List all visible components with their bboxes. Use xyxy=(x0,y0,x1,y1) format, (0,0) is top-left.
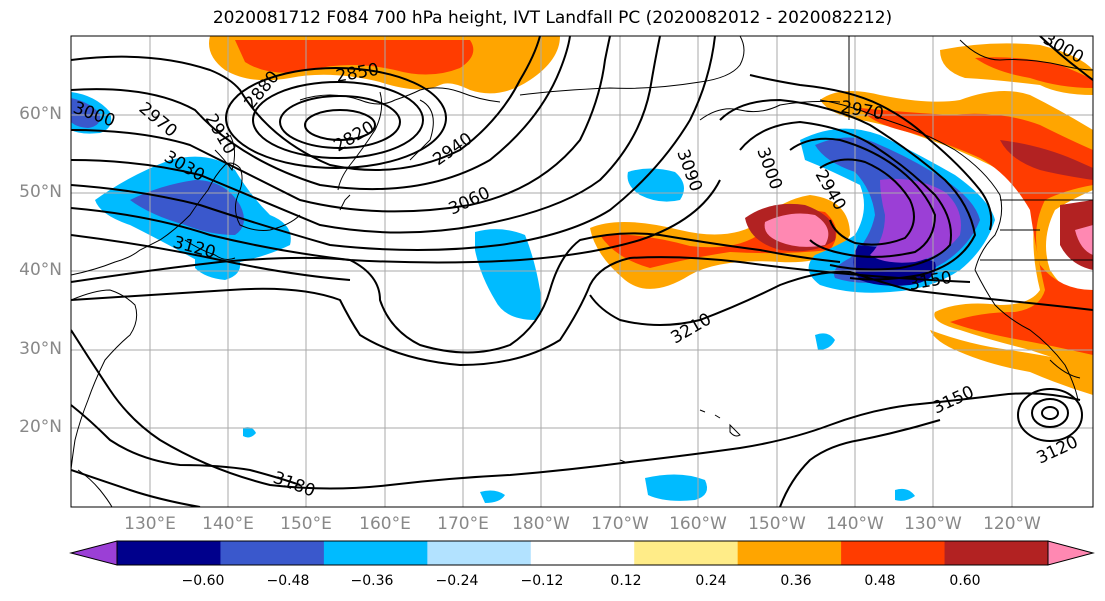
height-contours xyxy=(71,36,1093,507)
colorbar xyxy=(69,540,1095,566)
colorbar-arrow-left xyxy=(69,540,118,566)
colorbar-tick-label: 0.48 xyxy=(864,573,896,589)
colorbar-segment xyxy=(427,541,532,565)
lon-label-130e: 130°E xyxy=(124,514,176,534)
colorbar-tick-label: 0.60 xyxy=(949,573,981,589)
colorbar-tick-label: 0.36 xyxy=(780,573,812,589)
colorbar-tick-label: −0.60 xyxy=(181,573,225,589)
colorbar-tick-label: −0.48 xyxy=(266,573,310,589)
figure-title: 2020081712 F084 700 hPa height, IVT Land… xyxy=(212,8,893,28)
colorbar-segment xyxy=(117,541,221,565)
colorbar-arrow-right xyxy=(1047,540,1095,566)
lon-label-140w: 140°W xyxy=(826,514,884,534)
colorbar-segment xyxy=(841,541,946,565)
colorbar-segment xyxy=(634,541,739,565)
lon-label-140e: 140°E xyxy=(202,514,254,534)
colorbar-segments xyxy=(117,541,1049,565)
colorbar-segment xyxy=(737,541,842,565)
colorbar-tick-label: 0.12 xyxy=(610,573,642,589)
colorbar-frame xyxy=(116,540,1049,566)
map-frame xyxy=(70,35,1094,508)
lon-label-180w: 180°W xyxy=(512,514,570,534)
colorbar-segment xyxy=(530,541,635,565)
map-area: 3000 2970 2910 2880 2850 2820 2940 3060 … xyxy=(71,36,1093,507)
colorbar-segment xyxy=(220,541,325,565)
colorbar-tick-label: 0.24 xyxy=(695,573,727,589)
lon-label-130w: 130°W xyxy=(904,514,962,534)
lon-label-150e: 150°E xyxy=(280,514,332,534)
lat-label-20n: 20°N xyxy=(19,417,62,437)
colorbar-tick-label: −0.12 xyxy=(520,573,564,589)
lon-label-150w: 150°W xyxy=(748,514,806,534)
lon-label-170w: 170°W xyxy=(591,514,649,534)
colorbar-segment xyxy=(323,541,428,565)
lon-label-160w: 160°W xyxy=(669,514,727,534)
lat-label-40n: 40°N xyxy=(19,260,62,280)
lon-label-160e: 160°E xyxy=(359,514,411,534)
colorbar-segment xyxy=(944,541,1049,565)
lat-label-60n: 60°N xyxy=(19,104,62,124)
lon-label-170e: 170°E xyxy=(437,514,489,534)
lon-label-120w: 120°W xyxy=(983,514,1041,534)
lat-label-30n: 30°N xyxy=(19,339,62,359)
lat-label-50n: 50°N xyxy=(19,182,62,202)
colorbar-tick-label: −0.24 xyxy=(435,573,479,589)
colorbar-tick-label: −0.36 xyxy=(350,573,394,589)
